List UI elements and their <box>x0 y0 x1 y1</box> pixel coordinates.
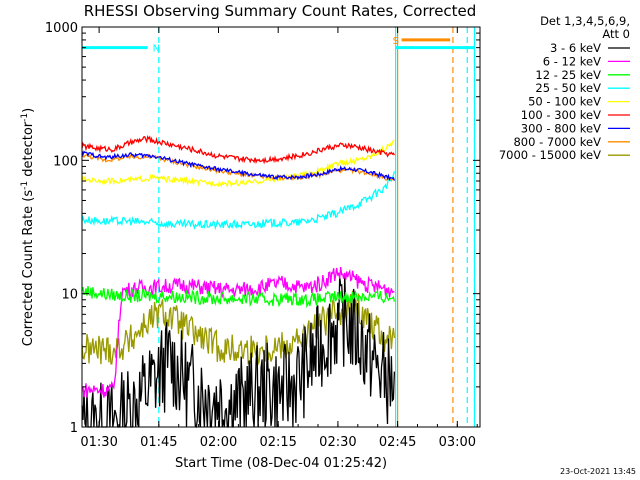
series-800-7000-kev <box>81 153 395 182</box>
x-tick-label: 02:45 <box>379 435 416 450</box>
legend-label-50-100-kev: 50 - 100 keV <box>528 95 601 109</box>
legend-header-line-2: Att 0 <box>602 27 630 41</box>
series-100-300-kev <box>81 134 395 165</box>
y-tick-label: 1000 <box>45 21 78 36</box>
y-tick-label: 1 <box>70 421 78 436</box>
series-12-25-kev <box>81 286 396 309</box>
legend-label-100-300-kev: 100 - 300 keV <box>521 108 601 122</box>
flag-label-n: N <box>153 44 160 55</box>
y-tick-label: 10 <box>61 288 78 303</box>
plot-area: NS <box>81 27 476 428</box>
chart-title: RHESSI Observing Summary Count Rates, Co… <box>84 2 477 20</box>
series-50-100-kev <box>81 139 395 189</box>
legend-label-800-7000-kev: 800 - 7000 keV <box>513 135 601 149</box>
legend-label-7000-15000-kev: 7000 - 15000 keV <box>499 148 601 162</box>
x-tick-label: 02:00 <box>200 435 237 450</box>
timestamp: 23-Oct-2021 13:45 <box>560 467 636 476</box>
x-axis: 01:30 01:45 02:00 02:15 02:30 02:45 03:00 <box>80 27 478 450</box>
x-tick-label: 01:45 <box>140 435 177 450</box>
series-300-800-kev <box>81 150 396 182</box>
legend-label-6-12-kev: 6 - 12 keV <box>543 54 601 68</box>
legend-label-300-800-kev: 300 - 800 keV <box>521 121 601 135</box>
x-tick-label: 02:30 <box>319 435 356 450</box>
legend-label-12-25-kev: 12 - 25 keV <box>535 68 601 82</box>
series-7000-15000-kev <box>81 290 396 367</box>
series-25-50-kev <box>81 171 396 231</box>
plot-frame <box>81 26 481 428</box>
x-axis-label: Start Time (08-Dec-04 01:25:42) <box>175 456 387 471</box>
y-axis-label: Corrected Count Rate (s-1 detector-1) <box>20 108 36 346</box>
flag-label-s: S <box>393 36 399 47</box>
legend-label-25-50-kev: 25 - 50 keV <box>535 81 601 95</box>
legend-label-3-6-kev: 3 - 6 keV <box>550 41 601 55</box>
x-tick-label: 02:15 <box>259 435 296 450</box>
legend-header-line-1: Det 1,3,4,5,6,9, <box>540 14 630 28</box>
x-tick-label: 01:30 <box>80 435 117 450</box>
y-tick-label: 100 <box>53 154 78 169</box>
x-tick-label: 03:00 <box>439 435 476 450</box>
series-6-12-kev <box>81 267 395 398</box>
y-axis: 1 10 100 1000 <box>45 21 480 436</box>
series-3-6-kev <box>81 273 396 428</box>
